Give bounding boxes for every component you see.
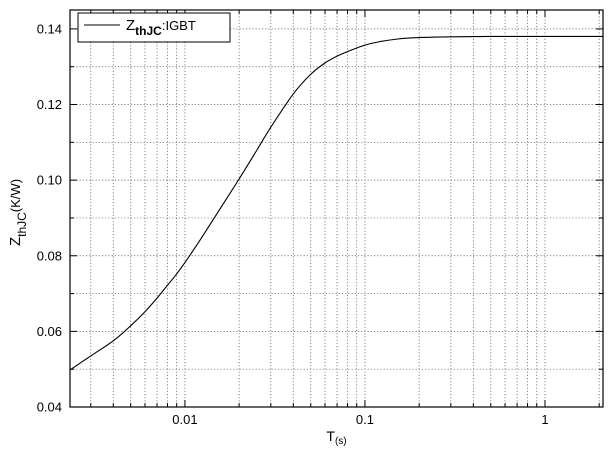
- legend: ZthJC:IGBT: [77, 12, 231, 43]
- grid-lines: [70, 10, 603, 408]
- x-tick-label: 1: [541, 412, 548, 427]
- legend-label-main: Z: [126, 17, 135, 34]
- y-axis-title-unit: (K/W): [8, 179, 23, 212]
- y-axis-title: ZthJC(K/W): [7, 179, 29, 246]
- y-tick-label: 0.08: [37, 248, 62, 263]
- x-axis-title-unit: (s): [335, 436, 347, 447]
- series-line-zthjc-igbt: [69, 35, 603, 371]
- plot-frame: [69, 9, 604, 408]
- x-axis-title: T(s): [326, 428, 346, 447]
- legend-label: ZthJC:IGBT: [126, 17, 196, 38]
- legend-label-sub: thJC: [135, 24, 162, 38]
- y-tick-label: 0.12: [37, 97, 62, 112]
- y-axis-title-main: Z: [7, 237, 24, 246]
- x-tick-label: 0.1: [356, 412, 374, 427]
- tick-labels: 0.01 0.1 1 0.04 0.06 0.08 0.10 0.12 0.14: [37, 21, 549, 427]
- x-axis-title-main: T: [326, 428, 335, 444]
- y-tick-label: 0.10: [37, 173, 62, 188]
- series-layer: [69, 35, 603, 371]
- y-tick-label: 0.04: [37, 400, 62, 415]
- y-tick-label: 0.06: [37, 324, 62, 339]
- legend-label-suffix: :IGBT: [162, 18, 196, 33]
- x-tick-label: 0.01: [172, 412, 197, 427]
- y-axis-title-sub: thJC: [15, 212, 29, 237]
- legend-box: [77, 12, 231, 43]
- axis-ticks: [70, 10, 603, 408]
- y-tick-label: 0.14: [37, 21, 62, 36]
